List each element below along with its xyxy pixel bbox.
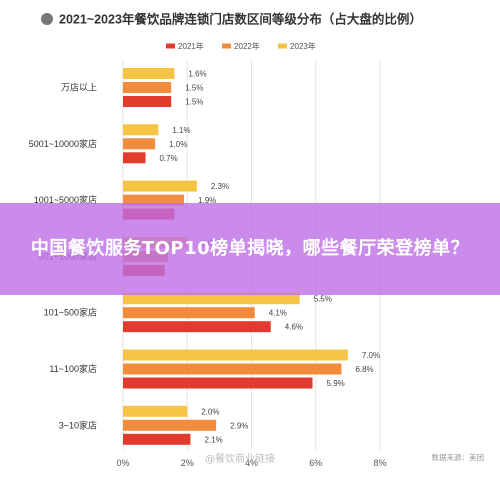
data-source: 数据来源：美团 — [431, 453, 485, 462]
category-label: 万店以上 — [61, 82, 97, 93]
bar-value-label: 1.5% — [185, 84, 203, 93]
bar-value-label: 4.6% — [285, 323, 303, 332]
bar — [123, 124, 159, 136]
bar — [123, 307, 255, 319]
bar-value-label: 6.8% — [355, 365, 373, 374]
title-bullet-icon — [41, 13, 53, 25]
bar-value-label: 2.1% — [204, 435, 222, 444]
legend-swatch — [166, 43, 175, 49]
category-label: 1001~5000家店 — [34, 194, 97, 205]
category-label: 5001~10000家店 — [29, 138, 97, 149]
category-label: 101~500家店 — [44, 307, 97, 318]
bar — [123, 96, 172, 107]
chart-legend: 2021年 2022年 2023年 — [166, 41, 316, 51]
chart-bars: 1.6% 1.5% 1.5% 1.1% 1.0% 0.7% 2.3% 1.9% 2.0% 5.5%… — [123, 68, 380, 445]
category-label: 11~100家店 — [49, 363, 97, 374]
bar-value-label: 5.9% — [327, 379, 345, 388]
headline-title[interactable]: 中国餐饮服务TOP10榜单揭晓，哪些餐厅荣登榜单？ — [30, 238, 470, 259]
bar-value-label: 2.9% — [230, 421, 248, 430]
bar-value-label: 1.9% — [198, 196, 216, 205]
category-label: 3~10家店 — [59, 419, 97, 430]
bar-value-label: 7.0% — [362, 351, 380, 360]
legend-swatch — [278, 43, 287, 49]
legend-label: 2021年 — [178, 41, 204, 51]
bar — [123, 433, 191, 445]
legend-swatch — [222, 43, 231, 49]
watermark-text: @餐饮商业链接 — [205, 454, 275, 465]
x-tick-label: 2% — [181, 458, 194, 468]
bar — [123, 349, 348, 361]
bar-value-label: 1.6% — [188, 70, 206, 79]
bar — [123, 293, 300, 305]
bar-value-label: 1.5% — [185, 98, 203, 107]
legend-label: 2022年 — [234, 41, 260, 51]
chart-title: 2021~2023年餐饮品牌连锁门店数区间等级分布（占大盘的比例） — [59, 12, 422, 27]
bar-value-label: 2.0% — [201, 407, 219, 416]
bar — [123, 321, 271, 333]
bar-value-label: 1.1% — [172, 126, 190, 135]
bar — [123, 377, 313, 389]
bar-value-label: 0.7% — [159, 154, 177, 163]
x-tick-label: 6% — [309, 458, 322, 468]
bar — [123, 68, 175, 79]
bar-value-label: 5.5% — [314, 295, 332, 304]
bar — [123, 405, 188, 417]
headline-overlay[interactable]: 中国餐饮服务TOP10榜单揭晓，哪些餐厅荣登榜单？ — [0, 203, 500, 295]
bar — [123, 138, 156, 150]
bar-value-label: 1.0% — [169, 140, 187, 149]
x-tick-label: 8% — [373, 458, 386, 468]
chart-title-group: 2021~2023年餐饮品牌连锁门店数区间等级分布（占大盘的比例） — [41, 12, 422, 27]
bar-value-label: 4.1% — [269, 309, 287, 318]
x-tick-label: 4% — [245, 458, 258, 468]
bar — [123, 419, 217, 431]
bar-value-label: 2.3% — [211, 182, 229, 191]
x-tick-labels: 0% 2% 4% 6% 8% — [116, 458, 386, 468]
bar — [123, 152, 146, 164]
bar — [123, 363, 342, 375]
x-tick-label: 0% — [116, 458, 129, 468]
bar — [123, 180, 197, 192]
bar — [123, 82, 172, 93]
legend-label: 2023年 — [290, 41, 316, 51]
bar — [123, 194, 185, 206]
